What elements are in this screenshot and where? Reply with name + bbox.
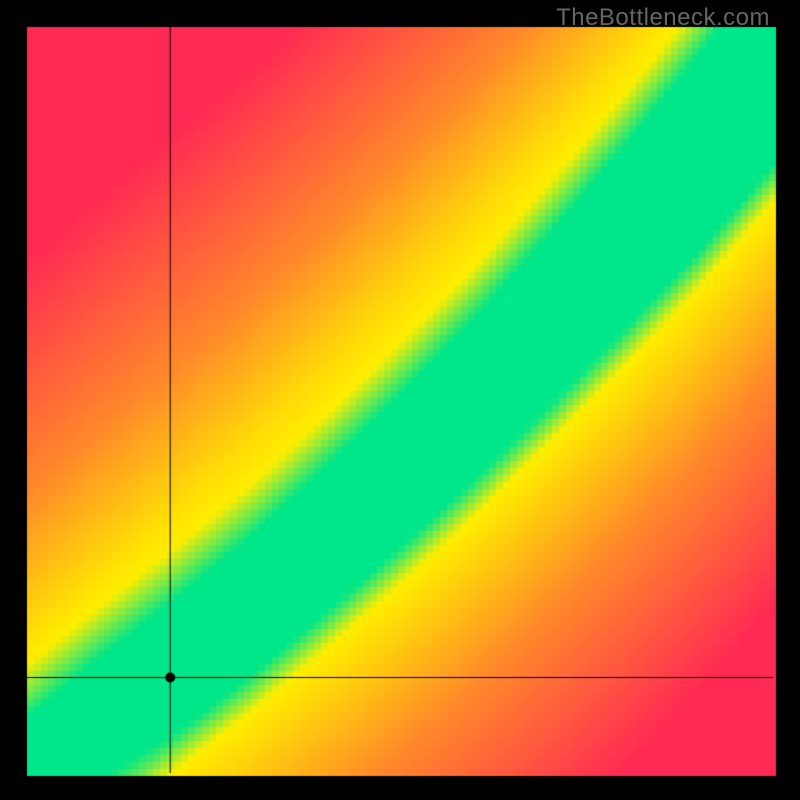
bottleneck-heatmap — [0, 0, 800, 800]
chart-container: TheBottleneck.com — [0, 0, 800, 800]
watermark-text: TheBottleneck.com — [556, 4, 770, 32]
